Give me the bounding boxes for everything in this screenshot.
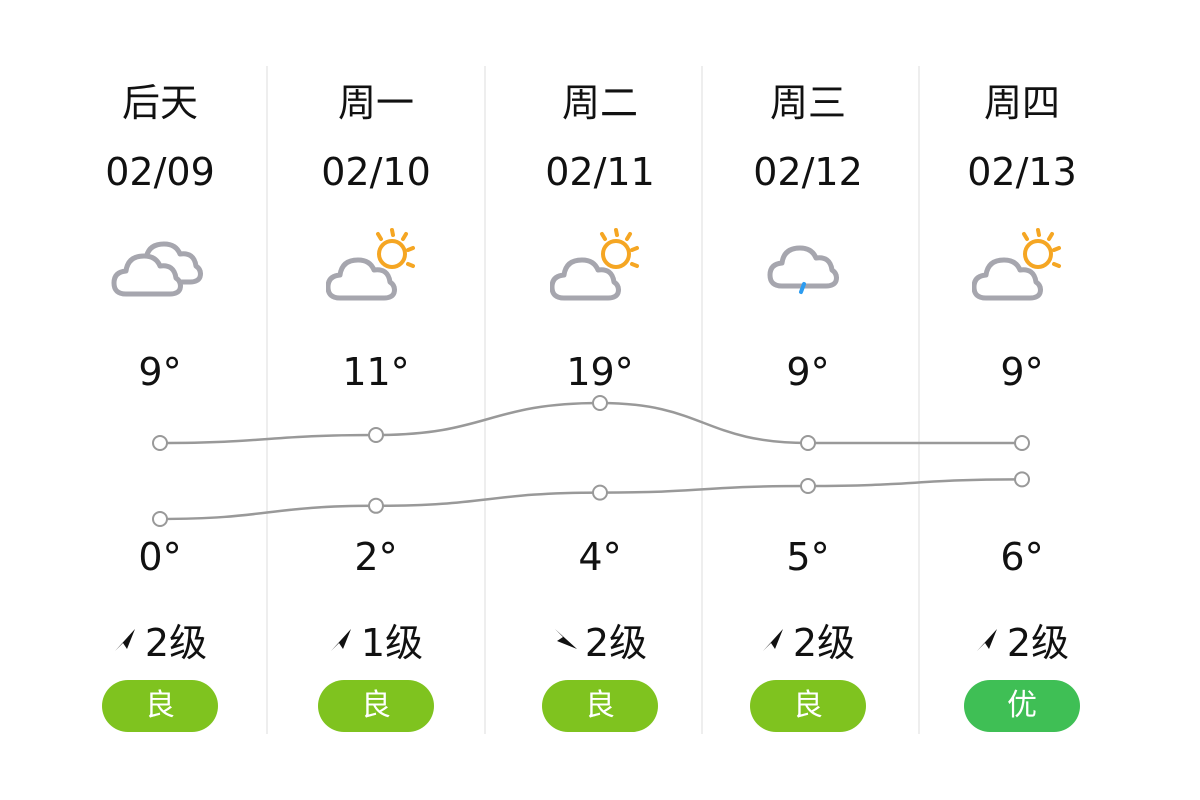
high-temp-point bbox=[368, 427, 384, 443]
wind-direction-icon bbox=[330, 628, 351, 651]
aqi-badge: 良 bbox=[542, 680, 658, 732]
high-temp: 9° bbox=[786, 350, 830, 394]
forecast-day[interactable]: 周一 02/10 11° 2° 1级 良 bbox=[276, 0, 476, 800]
forecast-day[interactable]: 周四 02/13 9° 6° 2级 优 bbox=[922, 0, 1122, 800]
aqi-badge: 良 bbox=[318, 680, 434, 732]
high-temp-point bbox=[800, 435, 816, 451]
light-rain-icon bbox=[767, 245, 839, 294]
wind: 2级 bbox=[708, 612, 908, 667]
wind-level: 2级 bbox=[144, 621, 208, 665]
wind-direction-icon bbox=[762, 628, 783, 651]
column-divider bbox=[484, 66, 486, 734]
forecast-day[interactable]: 周三 02/12 9° 5° 2级 良 bbox=[708, 0, 908, 800]
wind: 2级 bbox=[60, 612, 260, 667]
wind-direction-icon bbox=[554, 628, 577, 649]
date-label: 02/11 bbox=[545, 150, 655, 194]
high-temp-point bbox=[1014, 435, 1030, 451]
forecast-day[interactable]: 周二 02/11 19° 4° 2级 良 bbox=[500, 0, 700, 800]
high-temp-line bbox=[159, 401, 1022, 445]
high-temp: 9° bbox=[138, 350, 182, 394]
aqi-badge: 优 bbox=[964, 680, 1080, 732]
wind-level: 1级 bbox=[360, 621, 424, 665]
column-divider bbox=[918, 66, 920, 734]
high-temp: 11° bbox=[342, 350, 410, 394]
low-temp-point bbox=[592, 484, 608, 501]
wind-level: 2级 bbox=[792, 621, 856, 665]
column-divider bbox=[266, 66, 268, 734]
day-label: 后天 bbox=[121, 81, 198, 125]
cloudy-icon bbox=[111, 241, 203, 297]
wind-direction-icon bbox=[976, 628, 997, 651]
wind: 2级 bbox=[922, 612, 1122, 667]
wind: 1级 bbox=[276, 612, 476, 667]
date-label: 02/09 bbox=[105, 150, 215, 194]
partly-cloudy-icon bbox=[326, 228, 415, 301]
aqi-badge: 良 bbox=[750, 680, 866, 732]
low-temp-line bbox=[159, 478, 1023, 521]
wind-direction-icon bbox=[114, 628, 135, 651]
low-temp: 5° bbox=[786, 535, 830, 579]
date-label: 02/12 bbox=[753, 150, 863, 194]
low-temp: 2° bbox=[354, 535, 398, 579]
partly-cloudy-icon bbox=[550, 228, 639, 301]
wind: 2级 bbox=[500, 612, 700, 667]
low-temp-point bbox=[1014, 471, 1030, 488]
wind-level: 2级 bbox=[1006, 621, 1070, 665]
date-label: 02/13 bbox=[967, 150, 1077, 194]
wind-level: 2级 bbox=[584, 621, 648, 665]
day-label: 周四 bbox=[983, 81, 1060, 125]
day-label: 周一 bbox=[337, 81, 414, 125]
column-divider bbox=[701, 66, 703, 734]
date-label: 02/10 bbox=[321, 150, 431, 194]
day-label: 周二 bbox=[561, 81, 638, 125]
low-temp: 6° bbox=[1000, 535, 1044, 579]
partly-cloudy-icon bbox=[972, 228, 1061, 301]
high-temp: 19° bbox=[566, 350, 634, 394]
high-temp-point bbox=[592, 395, 608, 411]
forecast-day[interactable]: 后天 02/09 9° 0° 2级 良 bbox=[60, 0, 260, 800]
high-temp-point bbox=[152, 435, 168, 451]
low-temp: 4° bbox=[578, 535, 622, 579]
low-temp-point bbox=[800, 478, 816, 494]
day-label: 周三 bbox=[769, 81, 846, 125]
low-temp-point bbox=[368, 497, 384, 514]
aqi-badge: 良 bbox=[102, 680, 218, 732]
high-temp: 9° bbox=[1000, 350, 1044, 394]
low-temp: 0° bbox=[138, 535, 182, 579]
low-temp-point bbox=[152, 511, 168, 527]
